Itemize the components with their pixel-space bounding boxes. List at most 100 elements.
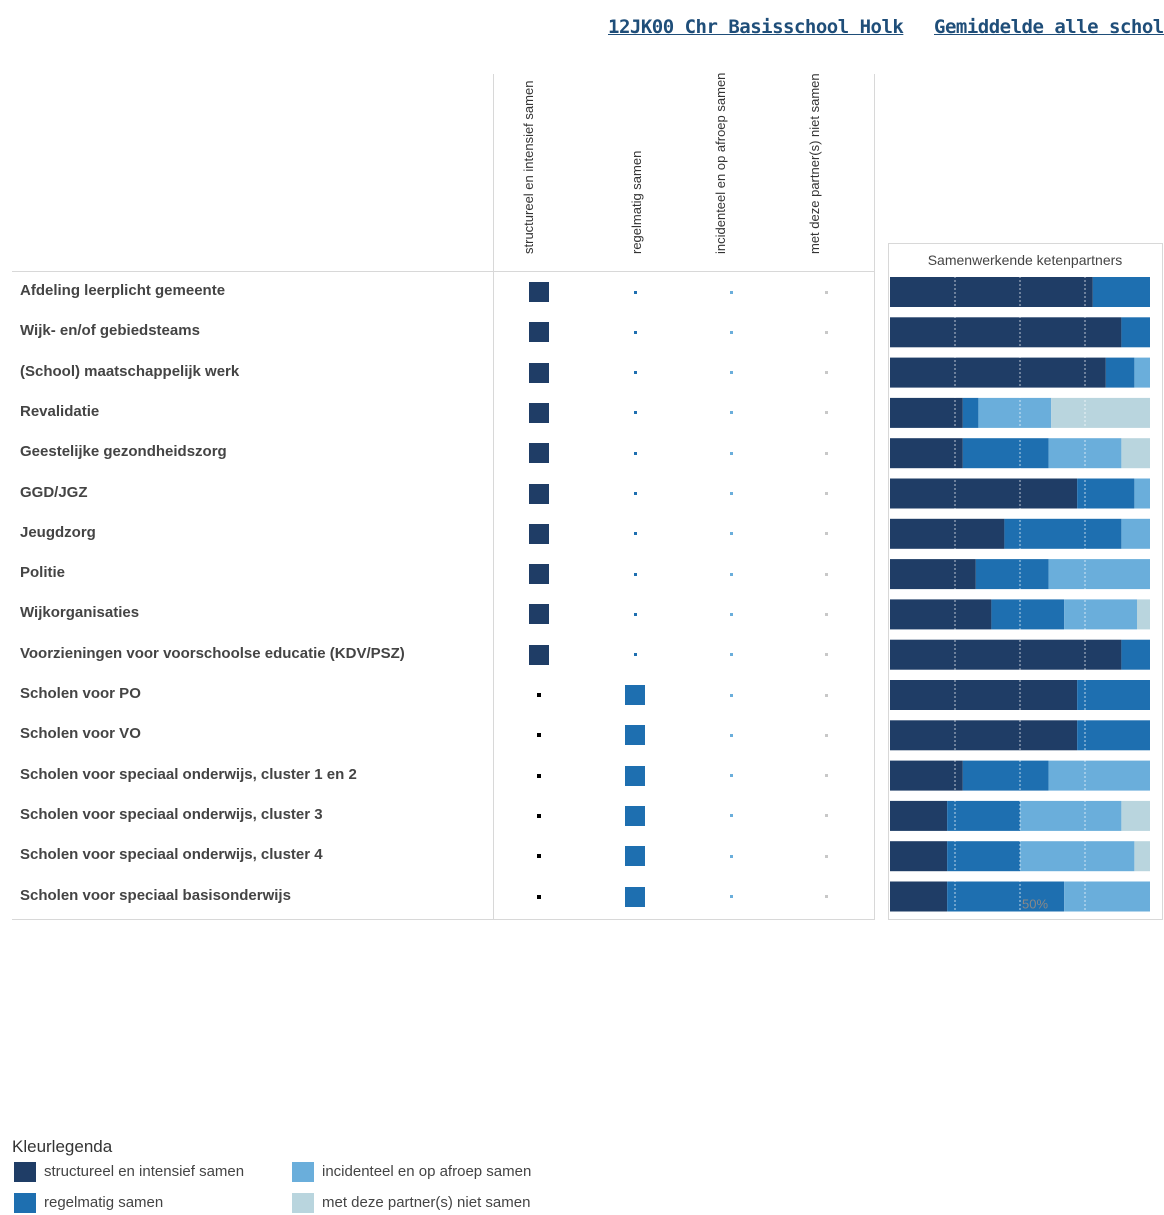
- empty-marker: [729, 612, 733, 616]
- empty-marker: [537, 854, 541, 859]
- selected-marker: [529, 362, 549, 383]
- empty-marker: [633, 371, 637, 375]
- chart-top-line: [888, 243, 1162, 244]
- row-label: Scholen voor VO: [20, 725, 141, 743]
- empty-marker: [537, 773, 541, 778]
- bar-segment: [1064, 881, 1150, 912]
- legend-swatch: [292, 1193, 314, 1213]
- bar-segment: [1048, 559, 1150, 590]
- row-label: Scholen voor PO: [20, 685, 141, 702]
- empty-marker: [824, 411, 828, 415]
- bar-segment: [1121, 639, 1150, 670]
- selected-marker: [529, 644, 549, 665]
- empty-marker: [824, 371, 828, 375]
- bar-segment: [1134, 841, 1150, 872]
- row-label: (School) maatschappelijk werk: [20, 362, 240, 380]
- selected-marker: [529, 604, 549, 625]
- selected-marker: [529, 443, 549, 464]
- bar-segment: [890, 760, 963, 791]
- selected-marker: [529, 523, 549, 544]
- empty-marker: [729, 653, 733, 657]
- empty-marker: [824, 451, 828, 455]
- legend-swatch: [14, 1162, 36, 1182]
- row-label: Scholen voor speciaal onderwijs, cluster…: [20, 805, 323, 823]
- bar-segment: [890, 559, 976, 590]
- empty-marker: [824, 532, 828, 536]
- row-label: Politie: [20, 564, 66, 582]
- bar-segment: [890, 317, 1122, 348]
- average-link[interactable]: Gemiddelde alle scholen: [934, 16, 1164, 38]
- bar-segment: [890, 599, 992, 630]
- bar-segment: [1092, 277, 1150, 307]
- bar-segment: [890, 357, 1106, 388]
- row-label: Geestelijke gezondheidszorg: [20, 443, 227, 461]
- bar-segment: [962, 397, 979, 428]
- empty-marker: [633, 290, 637, 294]
- bar-segment: [890, 841, 948, 872]
- bar-segment: [947, 841, 1020, 872]
- row-label: Scholen voor speciaal onderwijs, cluster…: [20, 846, 323, 864]
- bar-segment: [1137, 599, 1150, 630]
- bar-segment: [890, 438, 963, 469]
- school-link[interactable]: 12JK00 Chr Basisschool Holk: [608, 16, 904, 38]
- empty-marker: [633, 612, 637, 616]
- table-divider: [493, 74, 494, 920]
- table-right-edge: [874, 74, 875, 920]
- empty-marker: [824, 814, 828, 818]
- empty-marker: [729, 371, 733, 375]
- row-label: Scholen voor speciaal basisonderwijs: [20, 886, 291, 904]
- empty-marker: [824, 895, 828, 898]
- bar-segment: [1077, 478, 1135, 509]
- empty-marker: [729, 451, 733, 455]
- legend-item-regelmatig: regelmatig samen: [14, 1193, 163, 1213]
- empty-marker: [729, 854, 733, 858]
- empty-marker: [729, 774, 733, 778]
- selected-marker: [529, 483, 549, 504]
- empty-marker: [537, 813, 541, 818]
- selected-marker: [529, 282, 549, 302]
- row-label: GGD/JGZ: [20, 483, 88, 501]
- selected-marker: [625, 685, 645, 705]
- bar-segment: [1134, 357, 1150, 388]
- selected-marker: [625, 805, 645, 826]
- bar-segment: [975, 559, 1049, 590]
- bar-segment: [1051, 397, 1150, 428]
- empty-marker: [824, 572, 828, 576]
- bar-segment: [1105, 357, 1135, 388]
- bar-segment: [962, 438, 1049, 469]
- bar-segment: [890, 397, 963, 428]
- empty-marker: [824, 693, 828, 697]
- bar-segment: [1020, 800, 1122, 831]
- bar-segment: [1121, 317, 1150, 348]
- selected-marker: [529, 402, 549, 423]
- empty-marker: [633, 492, 637, 495]
- chart-left-edge: [888, 243, 889, 920]
- empty-marker: [537, 733, 541, 738]
- row-label: Revalidatie: [20, 402, 100, 420]
- chart-bottom-line: [888, 919, 1162, 920]
- selected-marker: [625, 846, 645, 867]
- bar-segment: [947, 800, 1020, 831]
- empty-marker: [633, 532, 637, 536]
- bar-segment: [991, 599, 1065, 630]
- bar-segment: [890, 720, 1078, 751]
- row-label: Wijkorganisaties: [20, 604, 140, 622]
- empty-marker: [824, 492, 828, 495]
- bar-segment: [890, 680, 1078, 710]
- row-label: Wijk- en/of gebiedsteams: [20, 322, 200, 340]
- empty-marker: [537, 693, 541, 697]
- chart-right-edge: [1162, 243, 1163, 920]
- legend-item-niet: met deze partner(s) niet samen: [292, 1193, 530, 1213]
- empty-marker: [729, 895, 733, 898]
- empty-marker: [729, 492, 733, 495]
- bar-segment: [947, 881, 1065, 912]
- table-bottom-line: [12, 919, 874, 920]
- legend-swatch: [14, 1193, 36, 1213]
- bar-segment: [1048, 760, 1150, 791]
- bar-segment: [890, 478, 1078, 509]
- bar-segment: [962, 760, 1049, 791]
- bar-segment: [890, 800, 948, 831]
- bar-segment: [1134, 478, 1150, 509]
- legend-item-structureel: structureel en intensief samen: [14, 1162, 244, 1182]
- empty-marker: [633, 451, 637, 455]
